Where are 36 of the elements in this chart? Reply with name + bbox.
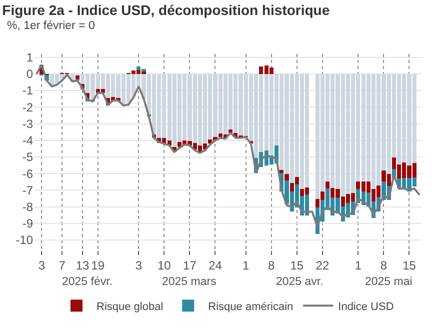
x-tick-label: 24 [208, 258, 222, 272]
legend-label: Indice USD [338, 300, 394, 313]
legend-label: Risque global [96, 300, 164, 313]
text: 2025 févr. [62, 276, 113, 288]
text: 2025 avr. [276, 276, 324, 288]
y-tick-label: -9 [22, 216, 34, 231]
x-tick-label: 1 [242, 258, 250, 272]
x-tick-label: 17 [183, 258, 197, 272]
x-tick-label: 3 [38, 258, 46, 272]
y-tick-label: -4 [22, 134, 34, 148]
x-tick-label: 8 [380, 258, 388, 272]
x-tick-label: 8 [268, 258, 276, 272]
y-tick-label: -1 [22, 84, 34, 98]
y-tick-label: -7 [22, 183, 34, 198]
x-tick-label: 22 [316, 258, 330, 272]
chart-subtitle: %, 1er février = 0 [7, 20, 95, 32]
text: 2025 mai [365, 276, 412, 288]
y-tick-label: -6 [22, 166, 34, 181]
x-tick-label: 1 [354, 258, 362, 272]
y-tick-label: -2 [22, 100, 34, 114]
x-tick-label: 15 [290, 258, 304, 272]
y-tick-label: -8 [22, 200, 34, 214]
y-tick-label: -5 [22, 150, 34, 164]
chart-title: Figure 2a - Indice USD, décomposition historique [2, 2, 330, 18]
x-tick-label: 7 [58, 258, 66, 272]
y-tick-label: -3 [22, 116, 34, 131]
text: 2025 mars [162, 276, 217, 288]
y-tick-label: 0 [26, 67, 34, 82]
x-tick-label: 3 [135, 258, 142, 272]
y-tick-label: 1 [26, 50, 34, 65]
x-tick-label: 15 [402, 258, 416, 272]
x-tick-label: 10 [158, 258, 172, 272]
x-tick-label: 13 [76, 258, 90, 272]
legend-label: Risque américain [208, 300, 294, 313]
x-tick-label: 19 [91, 258, 105, 272]
y-tick-label: -10 [16, 233, 34, 248]
